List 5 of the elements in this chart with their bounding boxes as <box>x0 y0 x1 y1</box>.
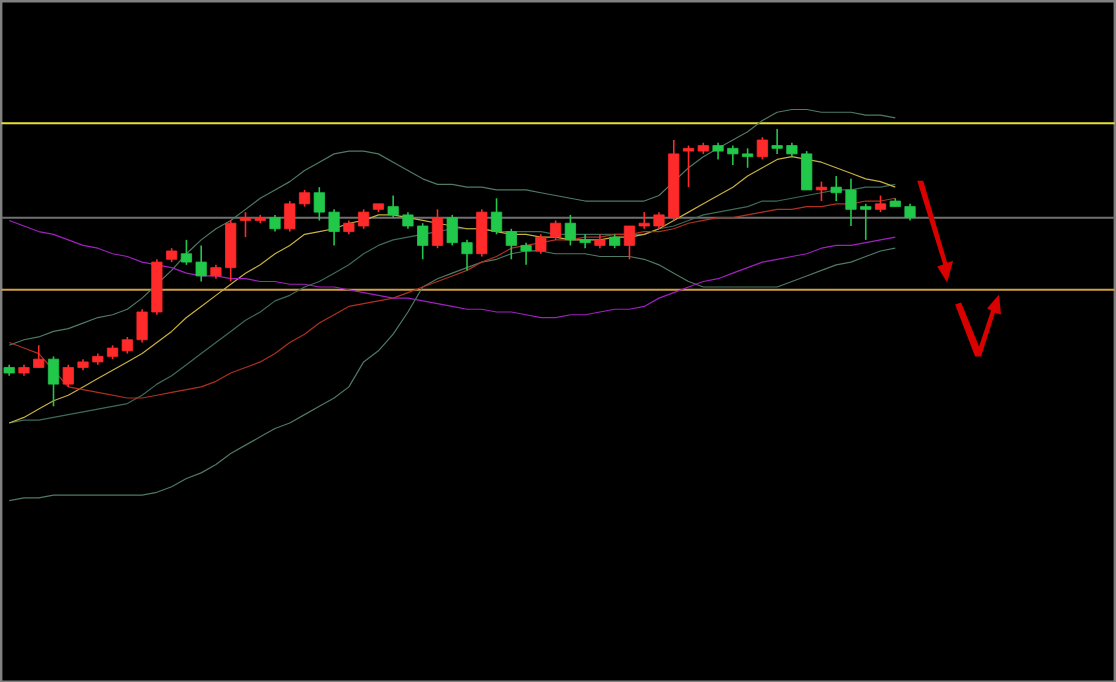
candlestick <box>47 355 60 407</box>
candlestick <box>815 180 828 202</box>
candlestick <box>431 208 444 249</box>
candlestick <box>476 208 488 257</box>
candlestick <box>756 135 768 160</box>
